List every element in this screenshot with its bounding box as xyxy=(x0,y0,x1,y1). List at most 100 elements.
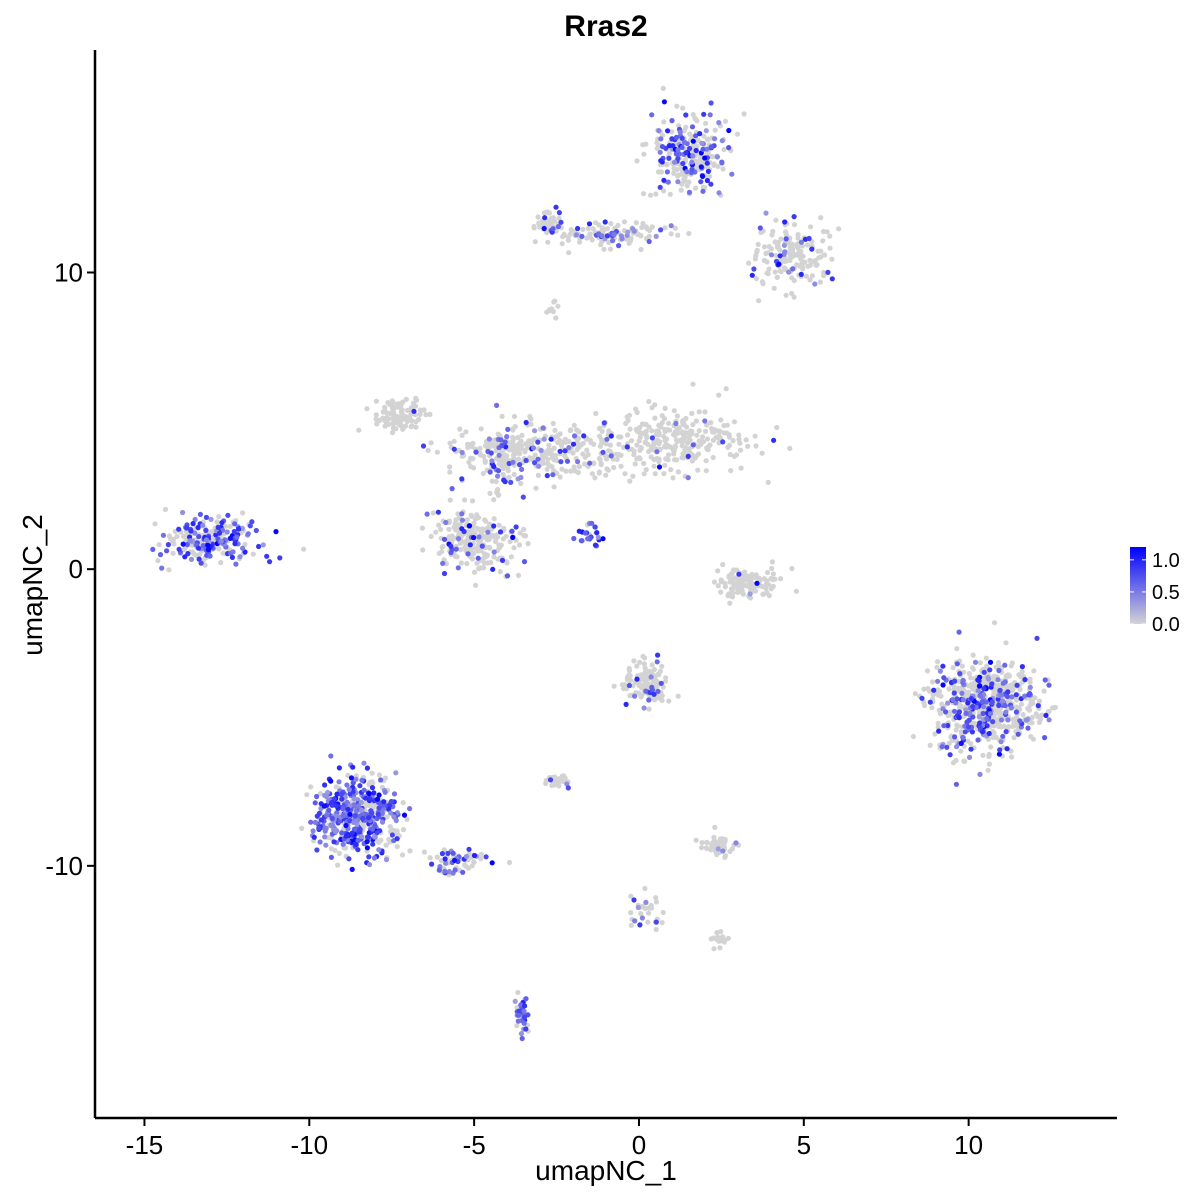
data-point xyxy=(491,554,497,560)
data-point xyxy=(471,465,477,471)
colorbar-legend: 0.0 0.5 1.0 xyxy=(1130,547,1180,636)
data-point xyxy=(783,229,789,235)
data-point xyxy=(519,466,525,472)
data-point xyxy=(595,534,601,540)
data-point xyxy=(946,686,952,692)
data-point xyxy=(518,1031,525,1037)
data-point xyxy=(599,226,606,232)
data-point xyxy=(996,702,1002,709)
data-point xyxy=(152,521,158,527)
data-point xyxy=(1008,748,1014,754)
data-point xyxy=(701,111,707,117)
data-point xyxy=(693,116,699,122)
data-point xyxy=(675,179,681,185)
data-point xyxy=(607,442,614,448)
data-point xyxy=(632,693,638,699)
data-point xyxy=(990,719,996,725)
data-point xyxy=(653,899,660,905)
data-point xyxy=(472,545,479,552)
data-point xyxy=(435,509,441,515)
data-point xyxy=(699,140,705,146)
data-point xyxy=(936,728,942,734)
data-point xyxy=(686,446,692,452)
data-point xyxy=(1005,689,1011,695)
data-point xyxy=(371,802,378,808)
data-point xyxy=(570,441,577,447)
data-point xyxy=(640,903,646,910)
data-point xyxy=(668,223,674,229)
data-point xyxy=(772,269,778,275)
data-point xyxy=(635,904,641,911)
data-point xyxy=(446,869,452,875)
data-point xyxy=(658,158,664,164)
data-point xyxy=(398,419,404,425)
data-point xyxy=(645,919,651,925)
data-point xyxy=(817,279,823,285)
data-point xyxy=(240,510,246,516)
data-point xyxy=(975,677,981,683)
data-point xyxy=(225,512,231,518)
chart-title: Rras2 xyxy=(564,10,647,43)
data-point xyxy=(739,588,745,594)
data-point xyxy=(656,128,662,134)
data-point xyxy=(242,549,248,555)
data-point xyxy=(535,472,542,478)
data-point xyxy=(531,225,537,231)
data-point xyxy=(702,409,708,415)
data-point xyxy=(704,146,710,152)
data-point xyxy=(476,566,482,572)
data-point xyxy=(425,447,431,453)
data-point xyxy=(802,259,808,265)
data-point xyxy=(1022,677,1028,683)
data-point xyxy=(1010,687,1016,693)
data-point xyxy=(473,449,479,455)
data-point xyxy=(775,239,781,245)
data-point xyxy=(645,441,651,447)
data-point xyxy=(634,158,640,164)
data-point xyxy=(704,177,711,184)
data-point xyxy=(481,565,487,571)
data-point xyxy=(398,402,404,409)
data-point xyxy=(726,442,733,448)
data-point xyxy=(773,217,779,223)
data-point xyxy=(966,754,973,761)
data-point xyxy=(205,546,212,553)
data-point xyxy=(495,556,501,562)
data-point xyxy=(693,158,699,164)
data-point xyxy=(596,469,603,475)
data-point xyxy=(958,729,964,735)
data-point xyxy=(264,553,270,559)
data-point xyxy=(666,698,672,704)
data-point xyxy=(203,514,209,521)
data-point xyxy=(345,772,351,779)
data-point xyxy=(648,902,654,909)
data-point xyxy=(522,1003,528,1009)
data-point xyxy=(322,834,328,840)
data-point xyxy=(717,945,723,951)
data-point xyxy=(546,442,552,448)
data-point xyxy=(720,848,726,854)
data-point xyxy=(718,577,724,583)
data-point xyxy=(547,308,553,314)
data-point xyxy=(434,854,440,860)
data-point xyxy=(170,550,176,556)
data-point xyxy=(1025,705,1031,712)
data-point xyxy=(374,796,381,802)
data-point xyxy=(360,815,366,821)
data-point xyxy=(820,238,826,244)
data-point xyxy=(423,412,429,418)
data-point xyxy=(714,154,721,160)
data-point xyxy=(328,753,334,759)
data-point xyxy=(709,842,715,848)
data-point xyxy=(651,439,657,445)
data-point xyxy=(403,396,409,402)
data-point xyxy=(374,830,380,836)
data-point xyxy=(689,410,695,416)
data-point xyxy=(661,177,667,183)
data-point xyxy=(741,111,747,117)
data-point xyxy=(525,444,531,451)
data-point xyxy=(711,834,717,841)
data-point xyxy=(651,667,658,673)
data-point xyxy=(1011,735,1017,741)
data-point xyxy=(582,530,588,536)
